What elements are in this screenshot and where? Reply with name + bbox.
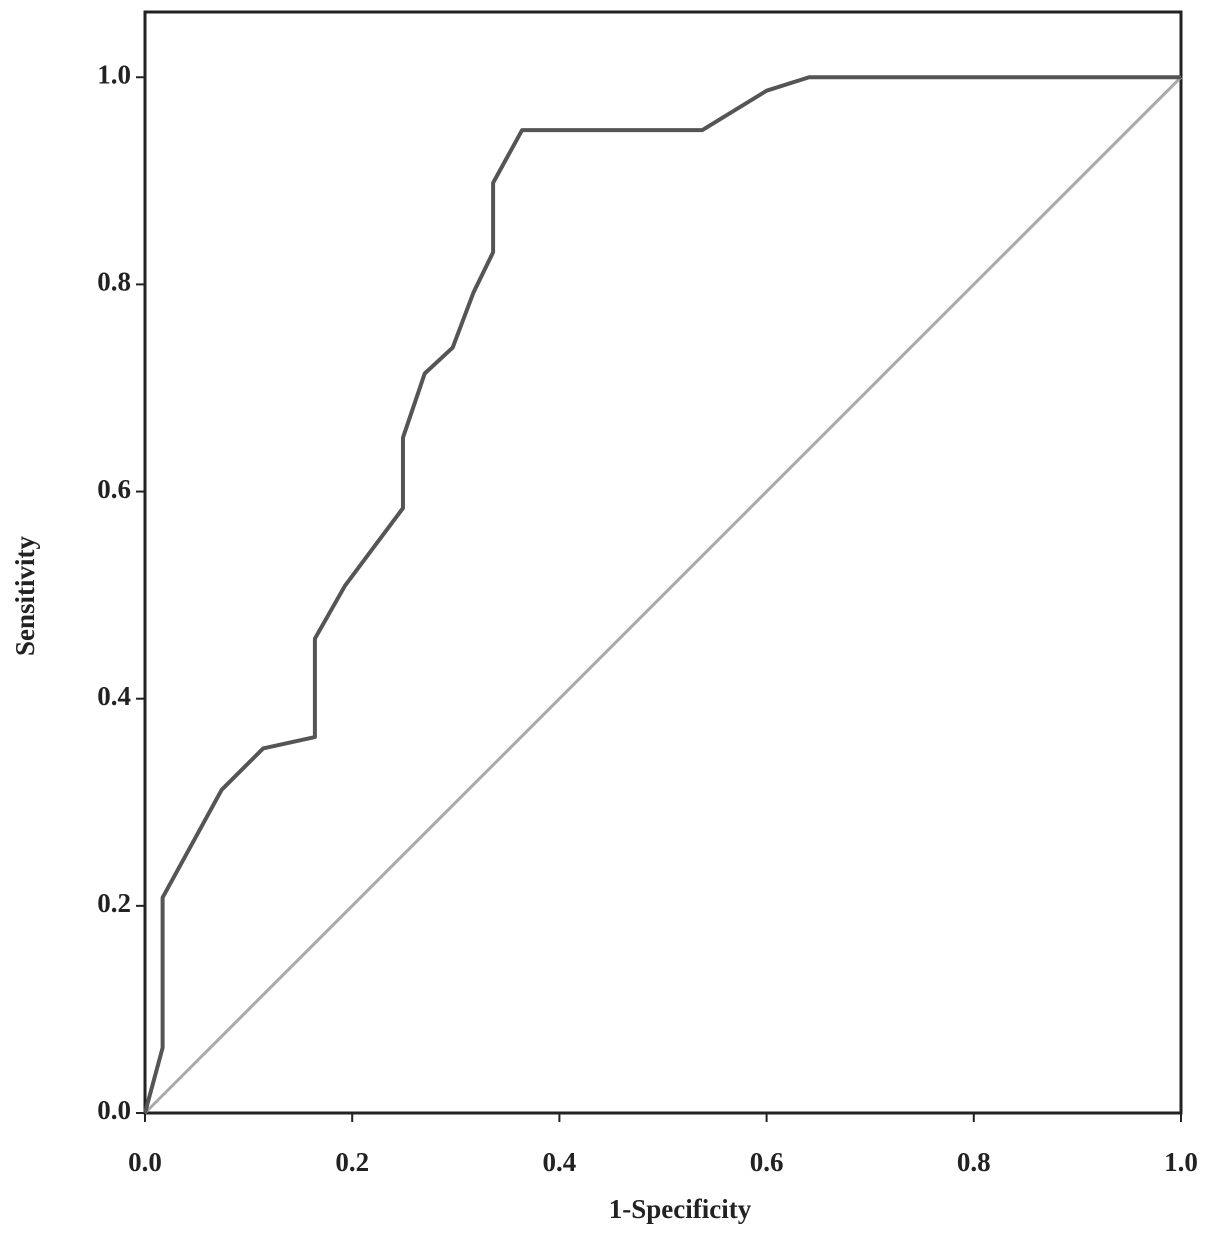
y-tick-label: 0.6 <box>97 474 131 504</box>
roc-line <box>143 75 1181 1114</box>
y-axis-label: Sensitivity <box>10 535 40 656</box>
x-axis-label: 1-Specificity <box>609 1194 752 1224</box>
y-tick-label: 1.0 <box>97 59 131 89</box>
y-tick-label: 0.4 <box>97 681 131 711</box>
y-tick-label: 0.8 <box>97 267 131 297</box>
x-tick-label: 0.2 <box>335 1147 369 1177</box>
y-tick-label: 0.0 <box>97 1095 131 1125</box>
x-tick-label: 0.4 <box>543 1147 577 1177</box>
y-tick-label: 0.2 <box>97 888 131 918</box>
roc-line <box>143 76 1183 1115</box>
plot-frame <box>143 10 1183 1115</box>
x-tick-label: 0.6 <box>750 1147 784 1177</box>
x-tick-label: 0.0 <box>128 1147 162 1177</box>
x-tick-label: 0.8 <box>957 1147 991 1177</box>
x-tick-label: 1.0 <box>1164 1147 1198 1177</box>
